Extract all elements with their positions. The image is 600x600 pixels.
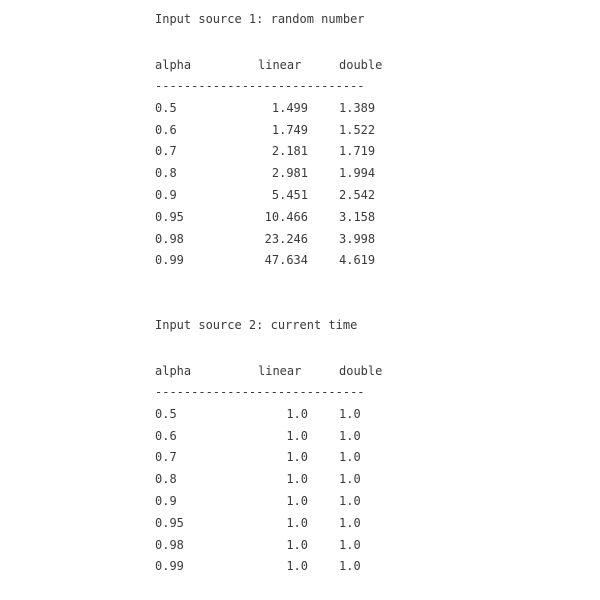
cell-double: 1.0	[339, 537, 361, 552]
header-linear: linear	[258, 364, 302, 378]
cell-linear: 2.981	[271, 166, 308, 181]
cell-double: 1.522	[339, 122, 376, 137]
cell-alpha: 0.9	[155, 187, 177, 202]
cell-double: 1.719	[339, 144, 376, 159]
table-row: 0.95 1.0 1.0	[155, 513, 415, 535]
results-table: alpha linear double --------------------…	[155, 54, 415, 272]
cell-double: 1.0	[339, 515, 361, 530]
cell-linear: 47.634	[264, 253, 308, 268]
cell-double: 1.0	[339, 428, 361, 443]
cell-alpha: 0.98	[155, 537, 184, 552]
table-row: 0.98 23.246 3.998	[155, 229, 415, 251]
table-row: 0.95 10.466 3.158	[155, 207, 415, 229]
table-header-row: alpha linear double	[155, 360, 415, 382]
cell-alpha: 0.5	[155, 406, 177, 421]
table-row: 0.6 1.749 1.522	[155, 120, 415, 142]
table-row: 0.9 5.451 2.542	[155, 185, 415, 207]
cell-linear: 1.0	[286, 559, 308, 574]
cell-double: 3.158	[339, 209, 376, 224]
output-section-random-number: Input source 1: random number alpha line…	[155, 10, 415, 272]
cell-alpha: 0.7	[155, 144, 177, 159]
cell-linear: 10.466	[264, 209, 308, 224]
cell-alpha: 0.8	[155, 166, 177, 181]
cell-alpha: 0.8	[155, 472, 177, 487]
cell-linear: 1.0	[286, 406, 308, 421]
table-row: 0.7 2.181 1.719	[155, 141, 415, 163]
cell-linear: 1.0	[286, 450, 308, 465]
header-double: double	[339, 58, 383, 72]
cell-double: 1.0	[339, 406, 361, 421]
table-row: 0.8 1.0 1.0	[155, 469, 415, 491]
header-double: double	[339, 364, 383, 378]
header-alpha: alpha	[155, 58, 192, 72]
cell-linear: 1.0	[286, 515, 308, 530]
cell-double: 3.998	[339, 231, 376, 246]
cell-alpha: 0.6	[155, 428, 177, 443]
cell-double: 1.0	[339, 493, 361, 508]
table-row: 0.7 1.0 1.0	[155, 447, 415, 469]
cell-linear: 1.0	[286, 537, 308, 552]
cell-alpha: 0.95	[155, 209, 184, 224]
table-row: 0.98 1.0 1.0	[155, 535, 415, 557]
cell-alpha: 0.7	[155, 450, 177, 465]
cell-double: 1.0	[339, 472, 361, 487]
table-header-row: alpha linear double	[155, 54, 415, 76]
cell-alpha: 0.9	[155, 493, 177, 508]
cell-linear: 1.0	[286, 428, 308, 443]
section-title: Input source 2: current time	[155, 318, 358, 332]
table-row: 0.9 1.0 1.0	[155, 491, 415, 513]
cell-linear: 5.451	[271, 187, 308, 202]
cell-alpha: 0.6	[155, 122, 177, 137]
cell-alpha: 0.99	[155, 253, 184, 268]
output-section-current-time: Input source 2: current time alpha linea…	[155, 316, 415, 578]
table-row: 0.5 1.499 1.389	[155, 98, 415, 120]
cell-linear: 1.749	[271, 122, 308, 137]
cell-double: 2.542	[339, 187, 376, 202]
cell-linear: 1.0	[286, 472, 308, 487]
cell-double: 4.619	[339, 253, 376, 268]
cell-alpha: 0.95	[155, 515, 184, 530]
table-row: 0.99 1.0 1.0	[155, 556, 415, 578]
table-row: 0.6 1.0 1.0	[155, 426, 415, 448]
cell-linear: 1.0	[286, 493, 308, 508]
cell-alpha: 0.5	[155, 100, 177, 115]
header-linear: linear	[258, 58, 302, 72]
cell-double: 1.994	[339, 166, 376, 181]
table-separator: -----------------------------	[155, 385, 365, 399]
cell-double: 1.389	[339, 100, 376, 115]
cell-linear: 2.181	[271, 144, 308, 159]
table-row: 0.5 1.0 1.0	[155, 404, 415, 426]
cell-linear: 23.246	[264, 231, 308, 246]
table-separator: -----------------------------	[155, 79, 365, 93]
table-row: 0.99 47.634 4.619	[155, 250, 415, 272]
cell-double: 1.0	[339, 559, 361, 574]
cell-linear: 1.499	[271, 100, 308, 115]
results-table: alpha linear double --------------------…	[155, 360, 415, 578]
table-row: 0.8 2.981 1.994	[155, 163, 415, 185]
cell-double: 1.0	[339, 450, 361, 465]
section-title: Input source 1: random number	[155, 12, 365, 26]
header-alpha: alpha	[155, 364, 192, 378]
cell-alpha: 0.99	[155, 559, 184, 574]
cell-alpha: 0.98	[155, 231, 184, 246]
